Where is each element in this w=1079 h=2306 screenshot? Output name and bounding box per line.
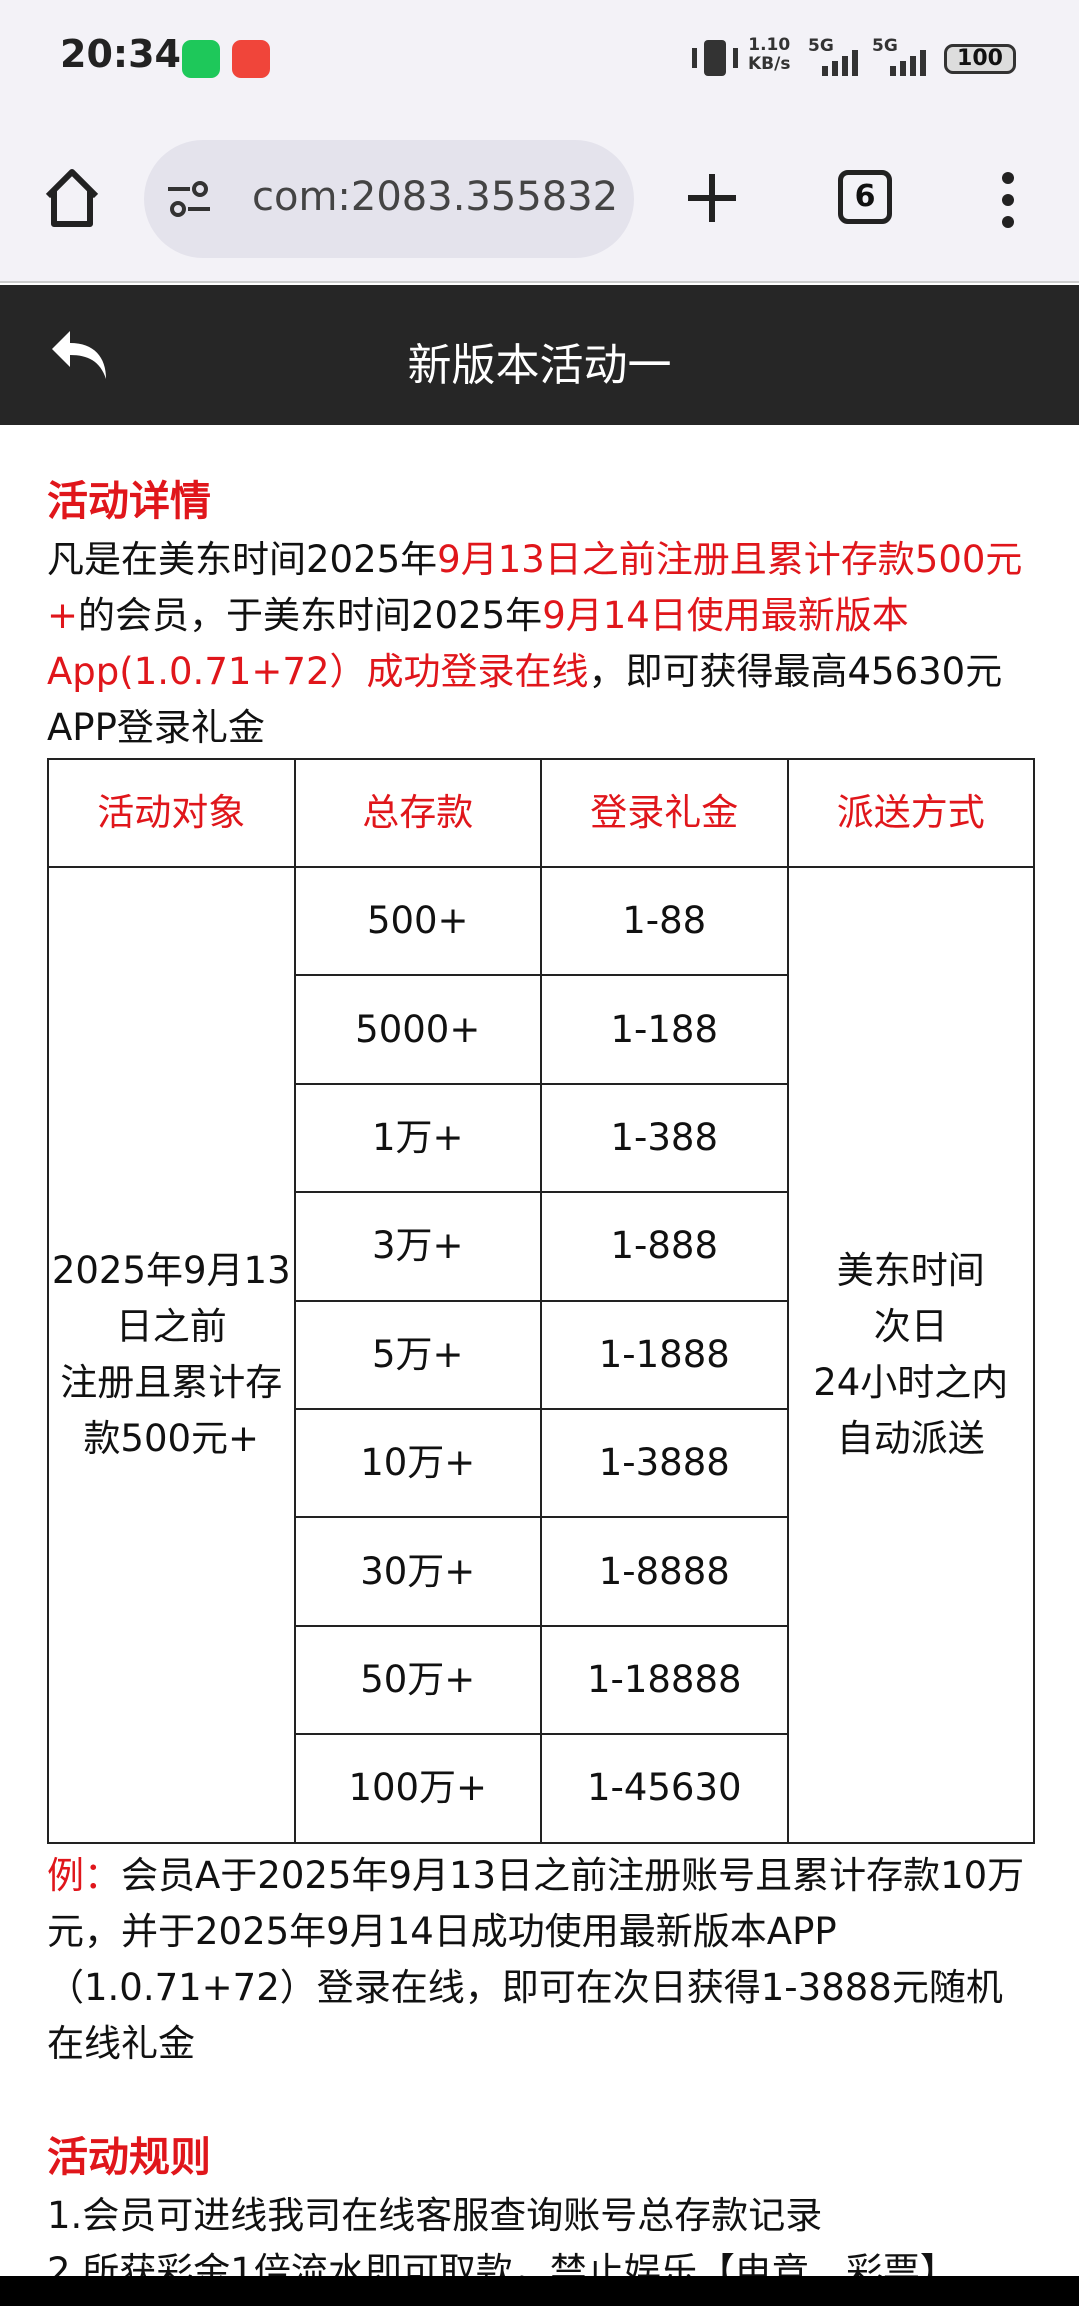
- reward-cell: 1-3888: [540, 1407, 789, 1519]
- reward-cell: 1-188: [540, 974, 789, 1085]
- example-label: 例：: [47, 1853, 121, 1897]
- table-row: 100万+ 1-45630: [48, 1733, 1034, 1844]
- signal-label: 5G: [872, 36, 898, 56]
- signal-icon: [890, 50, 926, 76]
- example: 例：会员A于2025年9月13日之前注册账号且累计存款10万元，并于2025年9…: [47, 1848, 1037, 2072]
- nav-bar: [0, 2276, 1079, 2306]
- menu-button[interactable]: [996, 172, 1020, 228]
- battery: 100: [944, 44, 1016, 74]
- delivery-cell: 美东时间次日 24小时之内 自动派送: [786, 866, 1035, 1844]
- deposit-cell: 50万+: [293, 1624, 542, 1736]
- paragraph-segment: 凡是在美东时间2025年: [47, 538, 438, 581]
- deposit-cell: 500+: [293, 865, 542, 977]
- reward-cell: 1-388: [540, 1082, 789, 1194]
- speed-unit: KB/s: [748, 54, 791, 74]
- address-bar[interactable]: 355832.com:2083: [144, 140, 634, 258]
- net-speed: 1.10 KB/s: [748, 36, 790, 74]
- section-title: 活动规则: [47, 2132, 211, 2181]
- app-icons: [182, 40, 270, 78]
- deposit-cell: 5万+: [293, 1299, 542, 1410]
- column-header: 登录礼金: [540, 758, 789, 868]
- url[interactable]: 355832.com:2083: [252, 174, 619, 220]
- table-row: 5万+ 1-1888: [48, 1299, 1034, 1410]
- cell-line: 美东时间: [836, 1248, 985, 1292]
- table-row: 2025年9月13日之前 注册且累计存款500元+ 500+ 1-88 美东时间 次日 24…: [47, 865, 1035, 1844]
- paragraph-segment: 9月13日之前注册且累计存款500元+: [47, 538, 1023, 637]
- deposit-cell: 30万+: [293, 1516, 542, 1627]
- rule-item: 1.会员可进线我司在线客服查询账号总存款记录: [47, 2193, 823, 2237]
- table-row: 30万+ 1-8888: [48, 1516, 1034, 1627]
- page-header: 新版本活动一: [0, 285, 1079, 425]
- table-header: 活动对象 总存款 登录礼金 派送方式: [47, 758, 1035, 868]
- column-header: 活动对象: [47, 758, 296, 868]
- reward-table: 活动对象 总存款 登录礼金 派送方式 2025年9月13日之前 注册且累计存款500元+…: [47, 758, 1035, 1844]
- deposit-cell: 100万+: [293, 1733, 542, 1844]
- new-tab-button[interactable]: [686, 172, 738, 224]
- site-settings-icon[interactable]: [166, 180, 214, 218]
- table-row: 50万+ 1-18888: [48, 1624, 1034, 1736]
- reward-cell: 1-888: [540, 1191, 789, 1302]
- signal-icon: [822, 50, 858, 76]
- cell-line: 自动派送: [836, 1416, 985, 1460]
- cell-line: 2025年9月13日之前: [51, 1248, 291, 1348]
- reward-cell: 1-88: [540, 865, 789, 977]
- content: 活动详情 凡是在美东时间2025年9月13日之前注册且累计存款500元+的会员，…: [47, 470, 1037, 2300]
- deposit-cell: 10万+: [293, 1407, 542, 1519]
- reward-cell: 1-45630: [540, 1733, 789, 1844]
- column-header: 派送方式: [786, 758, 1035, 868]
- table-row: 3万+ 1-888: [48, 1191, 1034, 1302]
- home-button[interactable]: [42, 166, 102, 230]
- column-header: 总存款: [293, 758, 542, 868]
- paragraph-segment: 的会员，于美东时间2025年: [78, 594, 543, 637]
- deposit-cell: 5000+: [293, 974, 542, 1085]
- table-row: 10万+ 1-3888: [48, 1407, 1034, 1519]
- page-title: 新版本活动一: [407, 340, 672, 391]
- tabs-button[interactable]: 6: [838, 170, 892, 224]
- deposit-cell: 1万+: [293, 1082, 542, 1194]
- table-row: 5000+ 1-188: [48, 974, 1034, 1085]
- details-paragraph: 凡是在美东时间2025年9月13日之前注册且累计存款500元+的会员，于美东时间…: [47, 532, 1037, 756]
- browser-bar: 355832.com:2083 6: [0, 140, 1079, 283]
- back-button[interactable]: [48, 327, 112, 383]
- paragraph-segment: 9月14日使用最新版本App(1.0.71+72）成功登录在线: [47, 594, 909, 693]
- cell-line: 注册且累计存款500元+: [60, 1360, 283, 1460]
- example-text: 会员A于2025年9月13日之前注册账号且累计存款10万元，并于2025年9月1…: [47, 1853, 1025, 2065]
- table-row: 1万+ 1-388: [48, 1082, 1034, 1194]
- paragraph-segment: ，即可获得最高45630元APP登录礼金: [47, 650, 1003, 749]
- reward-cell: 1-8888: [540, 1516, 789, 1627]
- cell-line: 24小时之内: [813, 1360, 1009, 1404]
- reward-cell: 1-1888: [540, 1299, 789, 1410]
- cell-line: 次日: [873, 1304, 948, 1348]
- speed-value: 1.10: [748, 35, 791, 55]
- deposit-cell: 3万+: [293, 1191, 542, 1302]
- clock: 20:34: [60, 32, 181, 76]
- reward-cell: 1-18888: [540, 1624, 789, 1736]
- status-bar: 20:34 1.10 KB/s 5G 5G 100: [0, 0, 1079, 140]
- section-title: 活动详情: [47, 477, 211, 525]
- target-cell: 2025年9月13日之前 注册且累计存款500元+: [47, 866, 296, 1844]
- signal-label: 5G: [808, 36, 834, 56]
- vibrate-icon: [692, 40, 738, 76]
